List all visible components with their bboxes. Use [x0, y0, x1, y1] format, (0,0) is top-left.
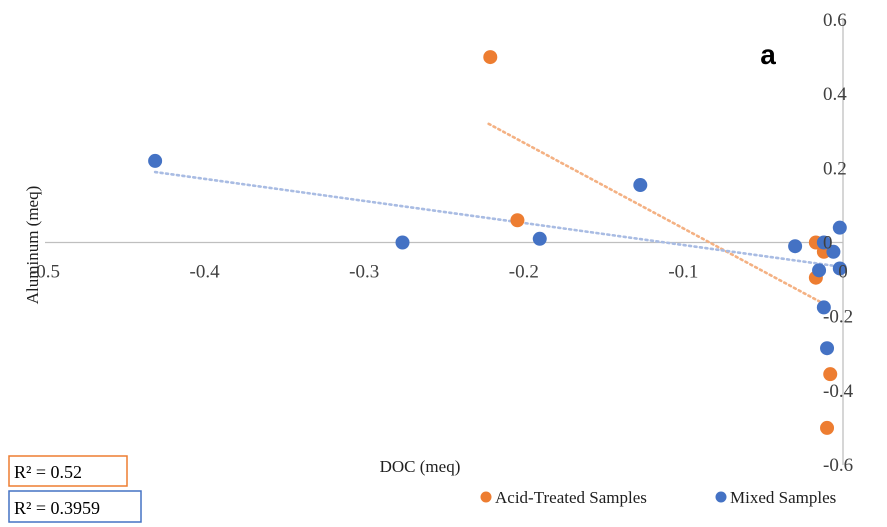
y-tick-label: 0.4: [823, 84, 847, 105]
point-mixed: [788, 239, 803, 254]
y-tick-label: -0.6: [823, 455, 853, 476]
point-mixed: [633, 178, 648, 193]
point-mixed: [820, 341, 835, 356]
legend-item-acid-treated: Acid-Treated Samples: [480, 488, 647, 507]
x-tick-label: 0: [838, 262, 848, 283]
tick-labels: -0.5 -0.4 -0.3 -0.2 -0.1 0 -0.6 -0.4 -0.2 0 0.2 0.4…: [30, 10, 854, 476]
point-mixed: [832, 261, 847, 276]
trendline-mixed: [153, 170, 842, 268]
y-tick-label: -0.2: [823, 307, 853, 328]
trendline-acid-treated: [487, 122, 829, 307]
x-axis-title: DOC (meq): [380, 457, 461, 476]
y-axis-title: Aluminum (meq): [23, 186, 42, 305]
r2-box-acid-treated: R² = 0.52: [8, 455, 128, 487]
r2-label-acid-treated: R² = 0.52: [14, 462, 82, 482]
legend: Acid-Treated Samples Mixed Samples: [480, 488, 836, 507]
point-mixed: [816, 235, 831, 250]
point-acid-treated: [510, 213, 525, 228]
y-tick-label: 0: [823, 233, 833, 254]
r2-box-mixed: R² = 0.3959: [8, 490, 142, 523]
point-mixed: [812, 263, 827, 278]
point-acid-treated: [483, 50, 498, 65]
y-tick-label: 0.2: [823, 158, 847, 179]
r2-frame-acid-treated: [8, 455, 128, 487]
legend-marker-acid-treated: [480, 491, 492, 503]
point-acid-treated: [823, 367, 838, 382]
panel-label: a: [760, 39, 776, 70]
x-tick-label: -0.3: [349, 262, 379, 283]
legend-item-mixed: Mixed Samples: [715, 488, 836, 507]
point-mixed: [148, 153, 163, 168]
point-acid-treated: [820, 420, 835, 435]
trendlines: [153, 122, 842, 307]
r2-label-mixed: R² = 0.3959: [14, 498, 100, 518]
axes: [45, 20, 844, 465]
point-mixed: [832, 220, 847, 235]
legend-label-acid-treated: Acid-Treated Samples: [495, 488, 647, 507]
point-mixed: [532, 231, 547, 246]
x-tick-label: -0.5: [30, 262, 60, 283]
x-tick-label: -0.1: [668, 262, 698, 283]
r2-frame-mixed: [8, 490, 142, 523]
point-mixed: [395, 235, 410, 250]
y-tick-label: 0.6: [823, 10, 847, 31]
point-mixed: [826, 244, 841, 259]
data-points: [148, 50, 847, 435]
x-tick-label: -0.4: [190, 262, 221, 283]
legend-marker-mixed: [715, 491, 727, 503]
y-tick-label: -0.4: [823, 381, 854, 402]
x-tick-label: -0.2: [509, 262, 539, 283]
legend-label-mixed: Mixed Samples: [730, 488, 836, 507]
point-mixed: [816, 300, 831, 315]
